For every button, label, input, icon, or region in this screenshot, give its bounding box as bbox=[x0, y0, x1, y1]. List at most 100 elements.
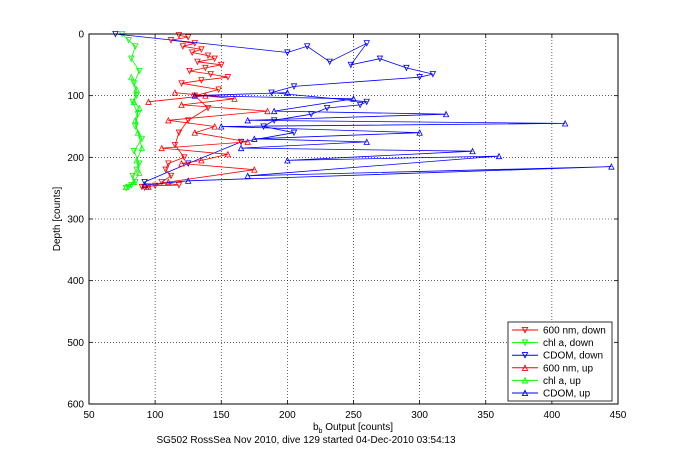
data-point bbox=[356, 101, 364, 109]
y-tick-label: 300 bbox=[67, 215, 84, 226]
legend-label: CDOM, up bbox=[543, 389, 591, 400]
data-point bbox=[363, 138, 370, 145]
y-tick-label: 500 bbox=[67, 338, 84, 349]
data-point bbox=[363, 98, 370, 106]
x-tick-label: 150 bbox=[213, 410, 230, 421]
data-point bbox=[145, 98, 152, 105]
x-tick-label: 100 bbox=[147, 410, 164, 421]
data-point bbox=[416, 74, 423, 81]
series-line bbox=[115, 33, 433, 183]
x-tick-label: 450 bbox=[610, 410, 627, 421]
legend-swatch-marker bbox=[521, 376, 529, 384]
x-axis-label-b: b bbox=[313, 422, 319, 433]
legend-swatch-marker bbox=[521, 352, 529, 359]
data-point bbox=[162, 166, 169, 174]
data-point bbox=[202, 64, 209, 72]
data-point bbox=[128, 55, 135, 63]
data-point bbox=[175, 129, 183, 137]
data-point bbox=[128, 73, 135, 81]
data-point bbox=[184, 160, 192, 167]
legend-swatch-marker bbox=[521, 326, 529, 334]
x-tick-label: 250 bbox=[345, 410, 362, 421]
data-point bbox=[211, 55, 218, 63]
data-point bbox=[138, 144, 146, 152]
data-point bbox=[191, 129, 199, 136]
data-point bbox=[178, 80, 185, 87]
data-point bbox=[284, 156, 291, 164]
x-tick-label: 350 bbox=[477, 410, 494, 421]
data-point bbox=[215, 86, 222, 93]
data-point bbox=[198, 156, 205, 164]
data-point bbox=[130, 178, 138, 185]
data-point bbox=[136, 160, 143, 167]
data-point bbox=[442, 110, 450, 118]
legend-label: chl a, down bbox=[543, 338, 594, 349]
data-point bbox=[133, 156, 140, 164]
data-point bbox=[284, 89, 291, 96]
data-point bbox=[165, 160, 172, 167]
data-point bbox=[191, 92, 199, 99]
data-point bbox=[224, 150, 232, 158]
data-point bbox=[132, 43, 139, 50]
data-point bbox=[138, 135, 146, 143]
data-point bbox=[191, 40, 199, 47]
y-tick-label: 100 bbox=[67, 91, 84, 102]
data-point bbox=[251, 166, 258, 173]
data-point bbox=[184, 177, 192, 184]
x-axis-label-subscript: b bbox=[319, 428, 323, 435]
data-point bbox=[326, 58, 333, 66]
footer-caption: SG502 RossSea Nov 2010, dive 129 started… bbox=[156, 435, 456, 446]
legend-item: 600 nm, down bbox=[512, 326, 606, 337]
data-point bbox=[133, 86, 140, 93]
data-point bbox=[207, 71, 214, 78]
legend-item: chl a, down bbox=[512, 338, 594, 349]
data-point bbox=[231, 95, 238, 102]
legend-swatch-marker bbox=[521, 389, 529, 397]
data-point bbox=[198, 46, 205, 53]
data-point bbox=[270, 107, 278, 115]
series-layer bbox=[112, 31, 615, 192]
data-point bbox=[130, 80, 138, 87]
series-4 bbox=[122, 73, 146, 190]
data-point bbox=[323, 105, 331, 112]
data-point bbox=[178, 101, 185, 108]
data-point bbox=[290, 129, 298, 137]
data-point bbox=[141, 179, 148, 186]
legend-item: CDOM, up bbox=[512, 389, 591, 400]
data-point bbox=[133, 166, 140, 174]
y-tick-label: 400 bbox=[67, 276, 84, 287]
x-axis-label-rest: Output [counts] bbox=[322, 422, 393, 433]
data-point bbox=[469, 147, 476, 155]
legend-item: 600 nm, up bbox=[512, 363, 593, 374]
data-point bbox=[264, 107, 271, 115]
data-point bbox=[244, 116, 251, 124]
data-point bbox=[218, 61, 225, 69]
data-point bbox=[204, 105, 212, 112]
series-line bbox=[125, 77, 143, 188]
data-point bbox=[130, 98, 138, 105]
x-tick-label: 300 bbox=[411, 410, 428, 421]
legend-swatch-marker bbox=[521, 339, 529, 347]
data-point bbox=[198, 77, 205, 84]
data-point bbox=[158, 144, 165, 152]
series-5 bbox=[141, 89, 615, 189]
legend-box bbox=[507, 321, 613, 402]
data-point bbox=[180, 154, 188, 161]
series-line bbox=[141, 34, 228, 188]
data-point bbox=[128, 182, 135, 189]
data-point bbox=[179, 43, 187, 50]
x-axis-label: bb Output [counts] bbox=[313, 422, 393, 435]
data-point bbox=[224, 74, 232, 81]
data-point bbox=[347, 61, 355, 69]
data-point bbox=[134, 129, 142, 136]
data-point bbox=[165, 116, 172, 124]
legend-label: chl a, up bbox=[543, 376, 581, 387]
data-point bbox=[237, 144, 245, 152]
data-point bbox=[218, 123, 225, 130]
legend-item: chl a, up bbox=[512, 376, 581, 387]
series-line bbox=[148, 92, 268, 188]
legend-swatch-marker bbox=[521, 364, 529, 371]
data-point bbox=[184, 117, 192, 124]
